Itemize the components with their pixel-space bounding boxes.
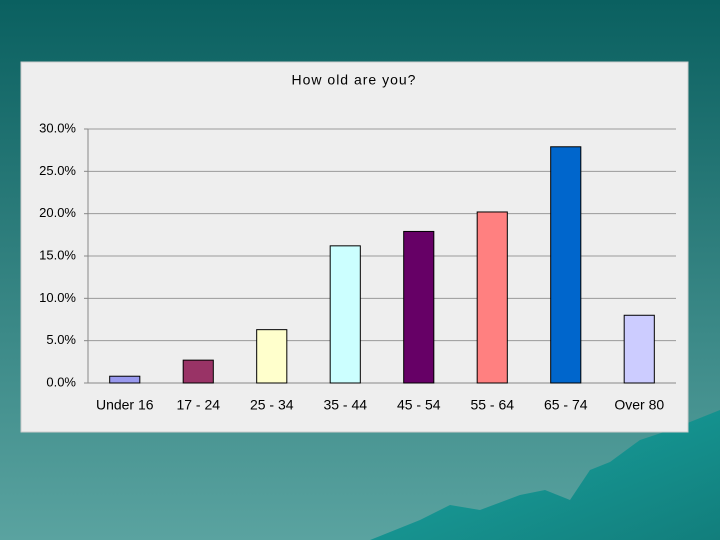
plot-area: 0.0% 5.0% 10.0% 15.0% 20.0% 25.0% 30.0% Under 1… bbox=[39, 120, 676, 413]
bar bbox=[182, 359, 214, 384]
x-tick-label: 25 - 34 bbox=[250, 397, 294, 413]
y-tick-label: 25.0% bbox=[39, 163, 76, 178]
bar bbox=[623, 314, 655, 384]
x-tick-label: 45 - 54 bbox=[397, 397, 441, 413]
y-tick-label: 5.0% bbox=[46, 332, 76, 347]
bar bbox=[109, 375, 141, 384]
x-tick-label: 65 - 74 bbox=[544, 397, 588, 413]
x-tick-label: 17 - 24 bbox=[176, 397, 220, 413]
mountain-decoration bbox=[370, 410, 720, 540]
bar bbox=[329, 245, 361, 384]
y-tick-label: 20.0% bbox=[39, 205, 76, 220]
bar bbox=[256, 329, 288, 384]
x-tick-label: 55 - 64 bbox=[470, 397, 514, 413]
y-tick-label: 30.0% bbox=[39, 120, 76, 135]
bar bbox=[403, 230, 435, 384]
bar bbox=[550, 146, 582, 384]
x-tick-label: 35 - 44 bbox=[323, 397, 367, 413]
chart-title: How old are you? bbox=[292, 72, 417, 88]
bar bbox=[476, 211, 508, 384]
y-tick-label: 0.0% bbox=[46, 374, 76, 389]
x-tick-label: Over 80 bbox=[614, 397, 664, 413]
y-tick-label: 10.0% bbox=[39, 290, 76, 305]
y-tick-label: 15.0% bbox=[39, 247, 76, 262]
x-tick-label: Under 16 bbox=[96, 397, 154, 413]
